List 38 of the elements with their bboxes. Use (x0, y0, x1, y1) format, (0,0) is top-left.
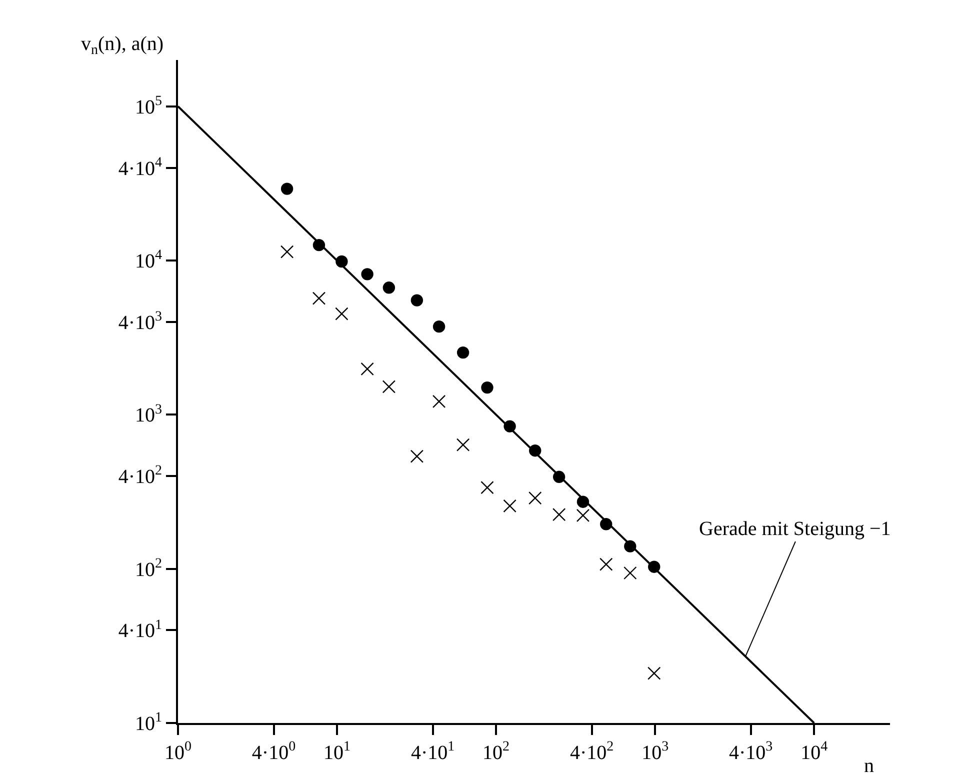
x-tick-label: 10$^{2}$ (482, 740, 510, 764)
x-tick-label: 4·10$^{2}$ (570, 740, 614, 764)
x-tick-label: 4·10$^{3}$ (729, 740, 773, 764)
annotation: Gerade mit Steigung −1 (699, 518, 891, 540)
point (361, 268, 374, 280)
x-tick-label: 10$^{4}$ (800, 740, 828, 764)
point (312, 292, 326, 305)
point (624, 566, 637, 580)
point (481, 381, 494, 394)
y-tick-label: 10$^{4}$ (135, 248, 162, 273)
point (552, 508, 566, 522)
point (456, 346, 470, 359)
x-axis-title: n (864, 755, 874, 776)
x-tick-label: 4·10$^{1}$ (410, 740, 455, 764)
y-tick-label: 10$^{3}$ (135, 402, 162, 427)
point (528, 491, 542, 505)
point (456, 438, 470, 452)
y-tick-label: 4·10$^{2}$ (118, 464, 162, 488)
point (503, 499, 516, 513)
x-tick-label: 10$^{0}$ (164, 740, 192, 764)
x-tick-label: 4·10$^{0}$ (252, 740, 296, 764)
x-tick-label: 10$^{3}$ (642, 740, 669, 764)
point (432, 394, 446, 408)
point (360, 362, 374, 376)
y-tick-label: 4·10$^{4}$ (118, 155, 162, 180)
point (576, 508, 590, 522)
point (480, 480, 494, 494)
point (432, 320, 446, 333)
y-tick-label: 10$^{2}$ (135, 556, 162, 581)
point (335, 307, 348, 320)
y-axis-title: v$_{n}$(n), a(n) (81, 33, 164, 58)
x-tick-label: 10$^{1}$ (324, 740, 351, 764)
y-tick-label: 4·10$^{1}$ (118, 618, 162, 642)
y-tick-label: 10$^{1}$ (135, 710, 162, 735)
point (648, 666, 661, 680)
y-tick-label: 10$^{5}$ (135, 94, 162, 118)
point (600, 558, 613, 571)
y-tick-label: 4·10$^{3}$ (118, 309, 162, 334)
